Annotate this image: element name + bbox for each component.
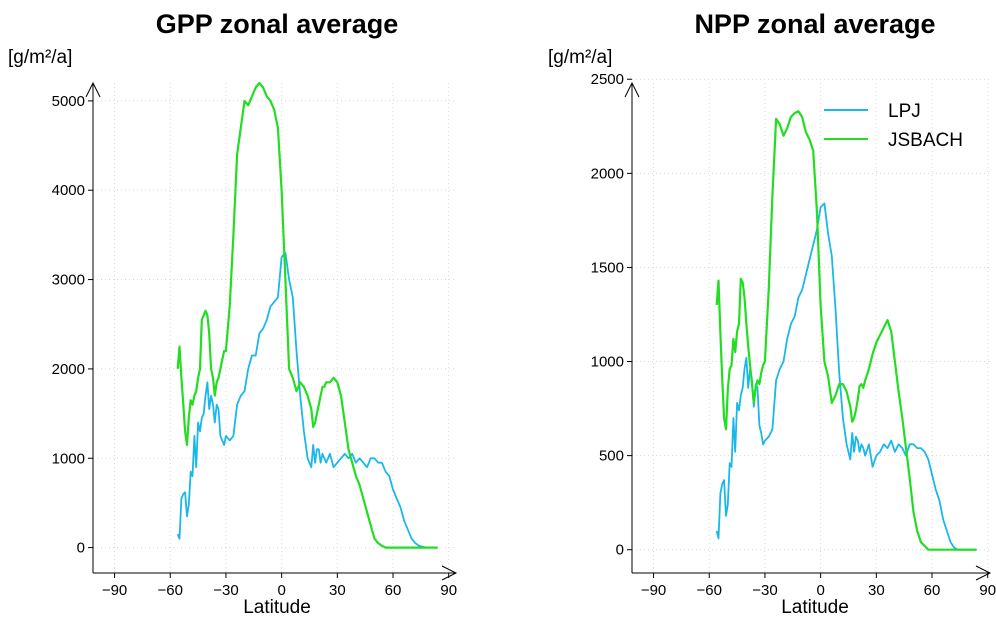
npp-y-tick-label: 500 [599, 448, 624, 465]
npp-x-tick-label: −60 [697, 582, 722, 599]
npp-tick-labels: −90 −60 −30 0 30 60 90 0 500 1000 1500 2000 2500 [591, 71, 996, 599]
gpp-x-tick-label: 0 [277, 582, 285, 599]
npp-x-axis-arrow [975, 565, 992, 581]
npp-y-tick-label: 2500 [591, 71, 624, 88]
gpp-y-tick-label: 5000 [52, 93, 85, 110]
gpp-x-tick-label: 60 [385, 582, 402, 599]
gpp-y-tick-label: 2000 [52, 361, 85, 378]
gpp-chart-title: GPP zonal average [156, 9, 399, 39]
npp-x-tick-label: 30 [868, 582, 885, 599]
npp-x-tick-label: 90 [979, 582, 996, 599]
gpp-y-tick-label: 4000 [52, 182, 85, 199]
npp-y-tick-label: 1000 [591, 354, 624, 371]
npp-x-tick-label: −30 [752, 582, 777, 599]
gpp-grid [93, 83, 456, 573]
gpp-y-axis-arrow [85, 81, 101, 98]
npp-axes [624, 78, 992, 581]
legend-label-jsbach: JSBACH [888, 130, 963, 151]
npp-x-axis-label: Latitude [781, 597, 849, 618]
npp-series-line-lpj [715, 202, 977, 551]
gpp-x-axis-arrow [441, 565, 458, 581]
npp-series-line-jsbach [715, 110, 977, 551]
npp-panel: NPP zonal average [g/m²/a] −90 −60 −30 0 30 6… [548, 9, 996, 618]
gpp-axes [85, 81, 458, 581]
gpp-x-tick-label: −90 [102, 582, 127, 599]
npp-y-tick-label: 0 [616, 542, 624, 559]
npp-x-tick-label: 60 [924, 582, 941, 599]
legend-label-lpj: LPJ [888, 101, 921, 122]
gpp-series-line-jsbach [176, 81, 438, 549]
gpp-tick-labels: −90 −60 −30 0 30 60 90 0 1000 2000 3000 4000 5000 [52, 93, 457, 599]
gpp-unit-label: [g/m²/a] [8, 47, 72, 68]
gpp-series-line-lpj [176, 251, 438, 549]
npp-grid [632, 78, 990, 573]
gpp-y-tick-label: 1000 [52, 450, 85, 467]
npp-x-tick-label: −90 [641, 582, 666, 599]
npp-legend: LPJ JSBACH [824, 101, 963, 151]
npp-y-axis-arrow [624, 81, 640, 98]
gpp-y-tick-label: 3000 [52, 272, 85, 289]
gpp-x-tick-label: −30 [213, 582, 238, 599]
gpp-x-tick-label: 30 [329, 582, 346, 599]
gpp-x-axis-label: Latitude [243, 597, 311, 618]
gpp-panel: GPP zonal average [g/m²/a] −90 −60 −30 0 30 6… [8, 9, 458, 618]
gpp-y-tick-label: 0 [77, 540, 85, 557]
gpp-series [176, 81, 438, 549]
npp-x-tick-label: 0 [816, 582, 824, 599]
npp-y-tick-label: 2000 [591, 165, 624, 182]
gpp-x-tick-label: −60 [158, 582, 183, 599]
npp-series [715, 110, 977, 551]
npp-chart-title: NPP zonal average [694, 9, 935, 39]
gpp-x-tick-label: 90 [440, 582, 457, 599]
npp-y-tick-label: 1500 [591, 259, 624, 276]
npp-unit-label: [g/m²/a] [548, 47, 612, 68]
